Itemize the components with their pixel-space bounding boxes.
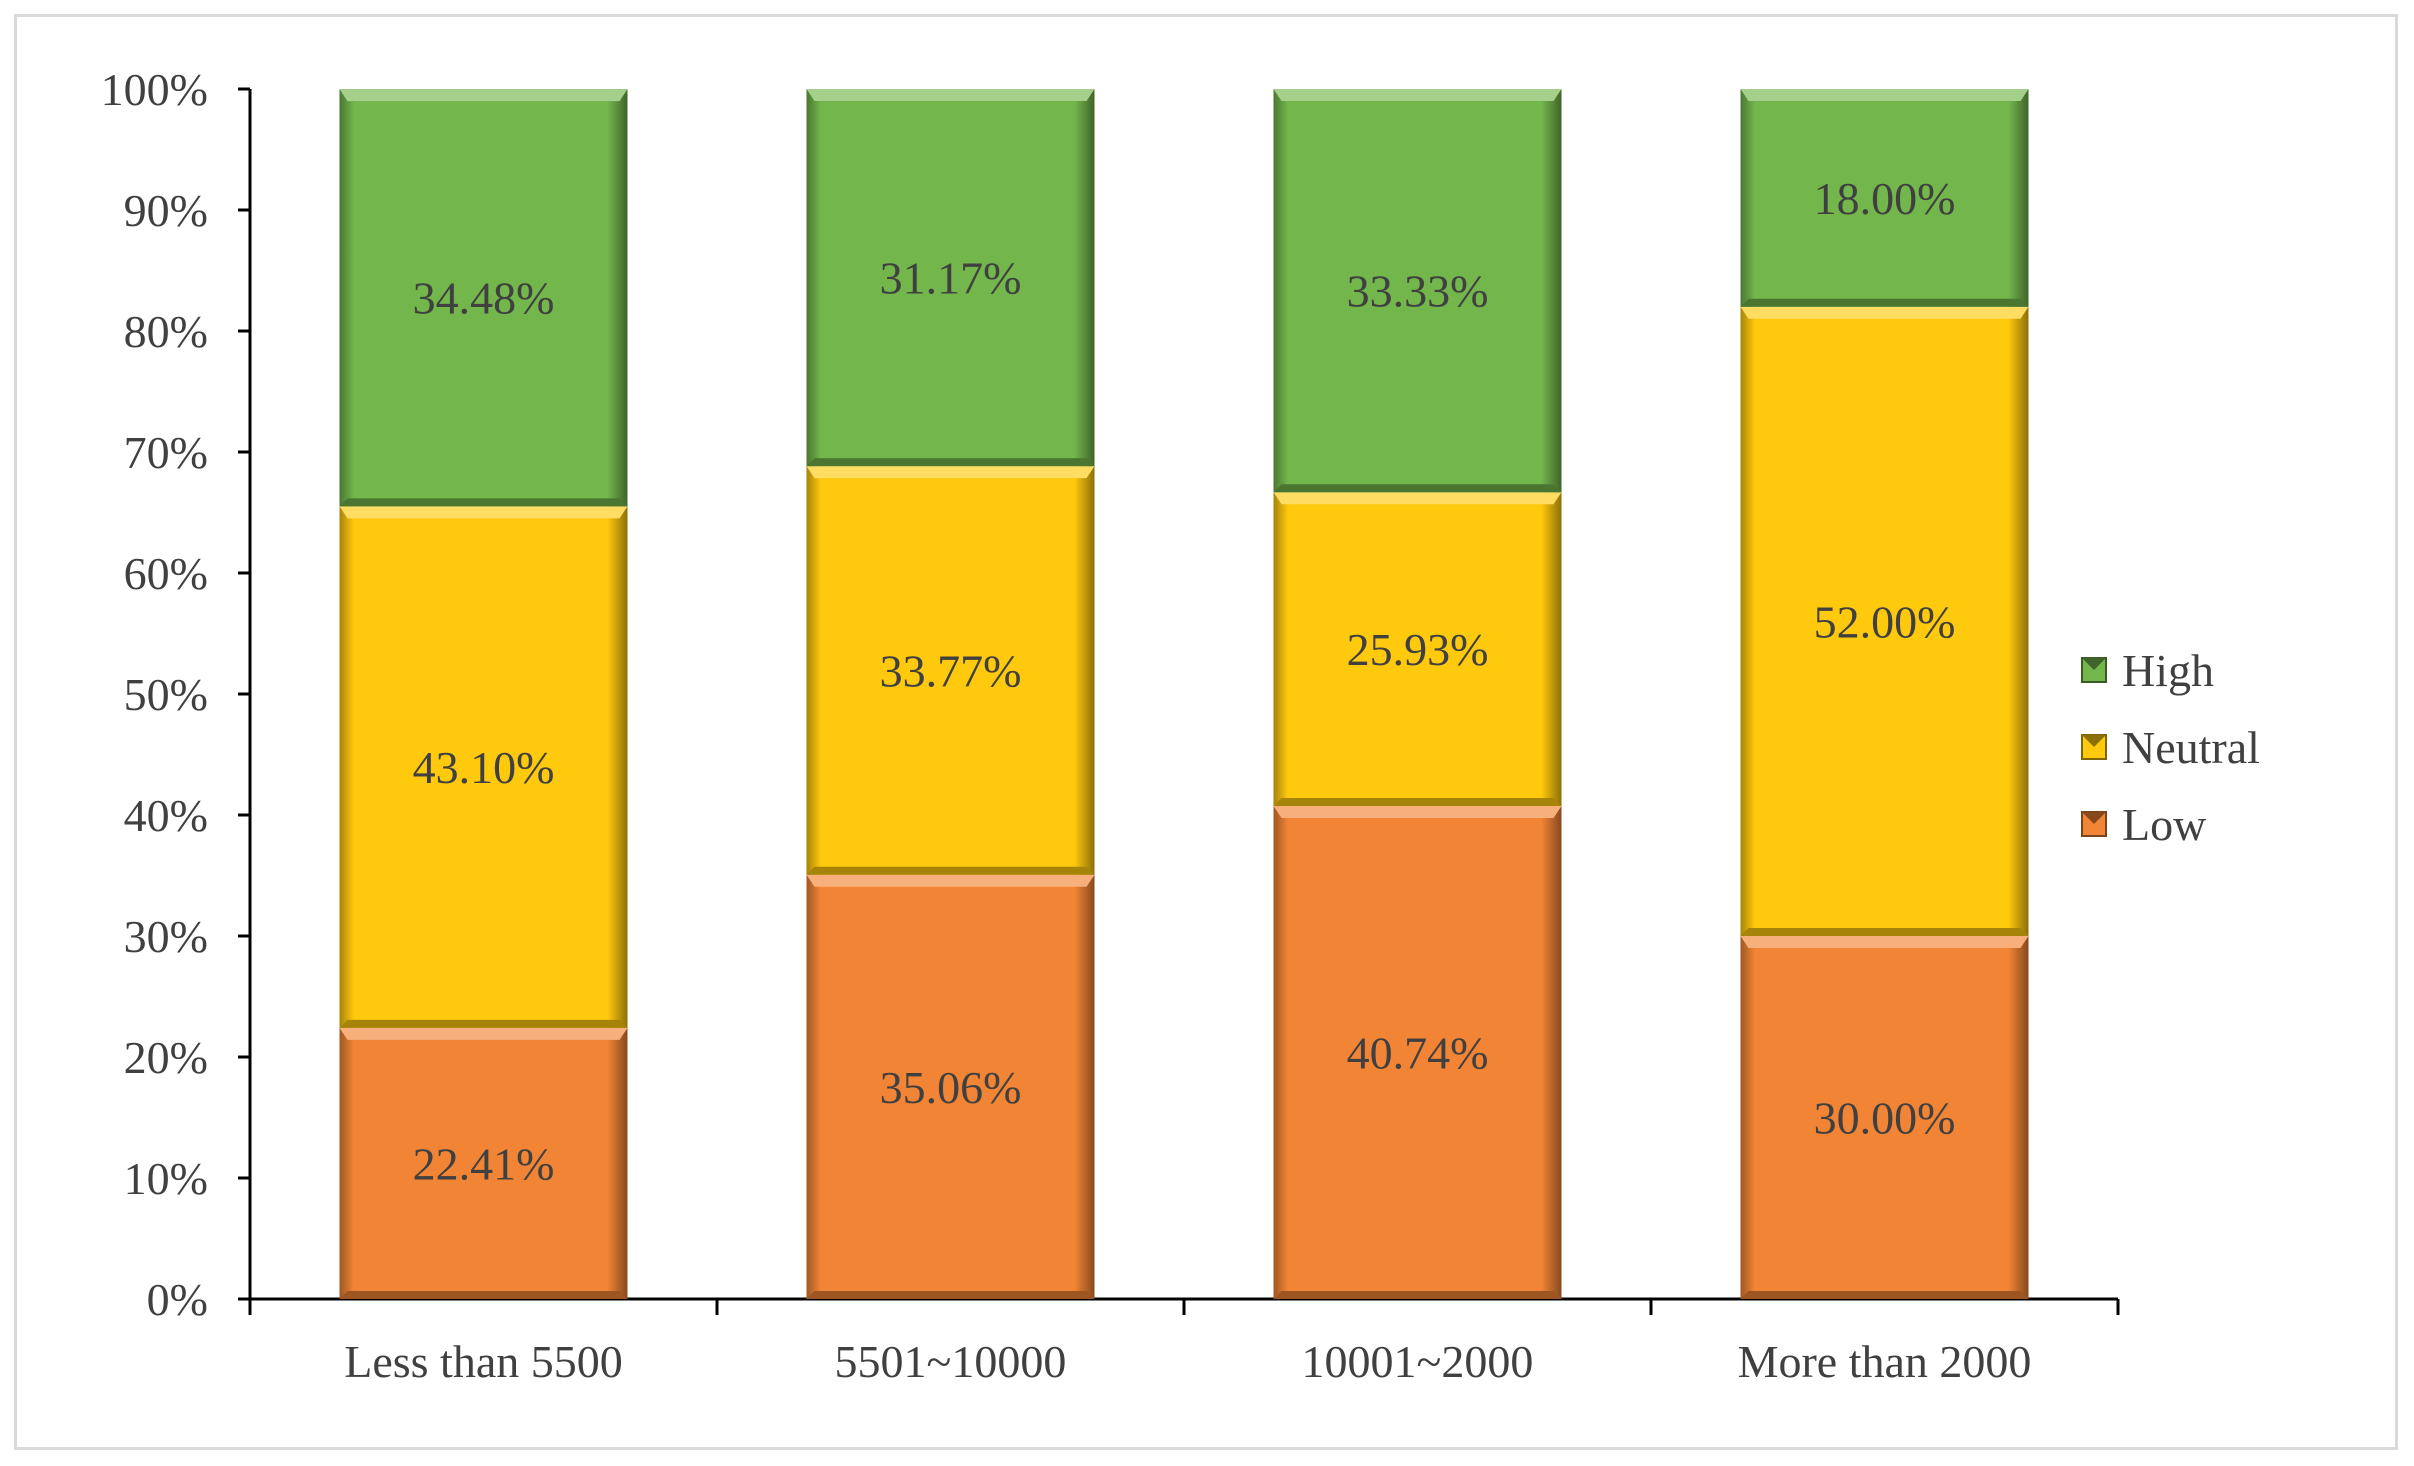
- data-label: 31.17%: [880, 253, 1022, 304]
- legend-label: Neutral: [2122, 722, 2260, 773]
- legend: High Neutral Low: [2081, 645, 2260, 850]
- y-tick-label: 30%: [124, 911, 208, 962]
- data-label: 18.00%: [1814, 173, 1956, 224]
- bar-segment-high: [806, 89, 1095, 467]
- y-tick-label: 50%: [124, 669, 208, 720]
- bar-bevel: [1740, 89, 2029, 307]
- bar-bottom-bevel: [1740, 928, 2029, 936]
- bar-segment-high: [1273, 89, 1562, 493]
- bar-segment-low: [1273, 806, 1562, 1299]
- bar-bevel: [1273, 806, 1562, 1299]
- bar-segment-neutral: [1740, 306, 2029, 936]
- y-tick-label: 60%: [124, 548, 208, 599]
- bar-segment-high: [339, 89, 628, 507]
- legend-swatch-bevel: [2082, 812, 2106, 824]
- y-tick-label: 10%: [124, 1153, 208, 1204]
- data-labels: 22.41% 43.10% 34.48% 35.06% 33.77% 31.17% 40.7…: [413, 173, 1956, 1190]
- bar-bottom-bevel: [1273, 798, 1562, 807]
- data-label: 40.74%: [1347, 1028, 1489, 1079]
- bar-bottom-bevel: [806, 866, 1095, 875]
- bar-bevel: [339, 89, 628, 507]
- bar-segment-neutral: [339, 506, 628, 1028]
- y-tick-label: 80%: [124, 306, 208, 357]
- legend-label: Low: [2122, 799, 2207, 850]
- bar-bevel: [806, 874, 1095, 1299]
- bar-segment-low: [1740, 936, 2029, 1299]
- bar-top-bevel: [339, 1027, 628, 1040]
- bar-segment-neutral: [806, 466, 1095, 875]
- bar-segment-low: [806, 874, 1095, 1299]
- bars: [339, 89, 2029, 1299]
- bar-top-bevel: [339, 89, 628, 102]
- bar-bottom-bevel: [1273, 1291, 1562, 1299]
- bar-top-bevel: [806, 466, 1095, 479]
- legend-swatch-bevel: [2082, 735, 2106, 747]
- bar-bevel: [1273, 492, 1562, 807]
- data-label: 33.33%: [1347, 266, 1489, 317]
- bar-bottom-bevel: [339, 1019, 628, 1028]
- bar-bevel: [806, 89, 1095, 467]
- legend-item-low: Low: [2081, 799, 2207, 850]
- bar-bevel: [806, 466, 1095, 875]
- data-label: 35.06%: [880, 1062, 1022, 1113]
- bar-bevel: [1273, 89, 1562, 493]
- bar-bevel: [1740, 936, 2029, 1299]
- data-label: 30.00%: [1814, 1093, 1956, 1144]
- y-tick-label: 100%: [101, 64, 208, 115]
- legend-swatch-bevel: [2082, 658, 2106, 670]
- bar-top-bevel: [1740, 89, 2029, 101]
- data-label: 43.10%: [413, 742, 555, 793]
- bar-top-bevel: [1740, 936, 2029, 948]
- bar-top-bevel: [339, 506, 628, 519]
- bar-bevel: [339, 506, 628, 1028]
- data-label: 34.48%: [413, 273, 555, 324]
- x-tick-label: More than 2000: [1738, 1336, 2032, 1387]
- bar-top-bevel: [1273, 806, 1562, 819]
- bar-segment-low: [339, 1027, 628, 1299]
- bar-bottom-bevel: [339, 1291, 628, 1299]
- bar-top-bevel: [1740, 306, 2029, 319]
- data-label: 33.77%: [880, 645, 1022, 696]
- data-label: 52.00%: [1814, 596, 1956, 647]
- data-label: 25.93%: [1347, 624, 1489, 675]
- bar-top-bevel: [1273, 89, 1562, 101]
- bar-bevel: [1740, 306, 2029, 936]
- bar-bottom-bevel: [806, 1291, 1095, 1299]
- data-label: 22.41%: [413, 1138, 555, 1189]
- y-tick-label: 90%: [124, 185, 208, 236]
- x-tick-label: Less than 5500: [344, 1336, 623, 1387]
- x-tick-label: 10001~2000: [1302, 1336, 1534, 1387]
- bar-bottom-bevel: [1273, 484, 1562, 493]
- legend-item-neutral: Neutral: [2081, 722, 2260, 773]
- bar-bottom-bevel: [1740, 298, 2029, 307]
- bar-top-bevel: [1273, 492, 1562, 505]
- bar-bevel: [339, 1027, 628, 1299]
- bar-bottom-bevel: [806, 458, 1095, 467]
- legend-label: High: [2122, 645, 2214, 696]
- bar-bottom-bevel: [1740, 1291, 2029, 1299]
- bar-segment-high: [1740, 89, 2029, 307]
- bar-top-bevel: [806, 874, 1095, 887]
- axes: 0% 10% 20% 30% 40% 50% 60% 70% 80% 90% 100% Less th…: [101, 64, 2120, 1387]
- bar-top-bevel: [806, 89, 1095, 101]
- bar-segment-neutral: [1273, 492, 1562, 807]
- legend-item-high: High: [2081, 645, 2214, 696]
- y-tick-label: 0%: [147, 1274, 208, 1325]
- y-tick-label: 40%: [124, 790, 208, 841]
- bar-bottom-bevel: [339, 498, 628, 507]
- y-tick-label: 20%: [124, 1032, 208, 1083]
- x-tick-label: 5501~10000: [835, 1336, 1067, 1387]
- y-tick-label: 70%: [124, 427, 208, 478]
